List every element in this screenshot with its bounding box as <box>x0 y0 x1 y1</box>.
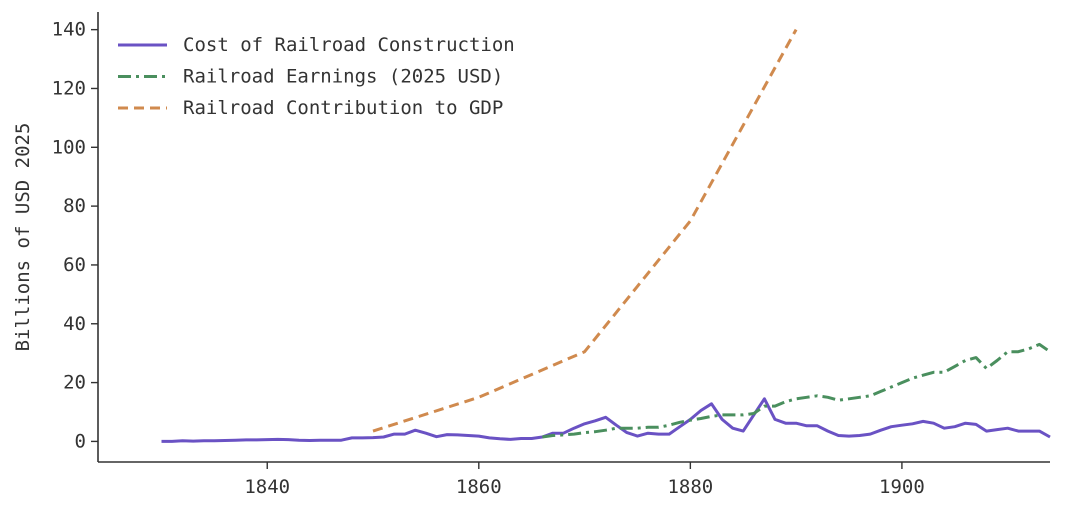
y-tick-label: 20 <box>63 372 86 394</box>
y-tick-label: 140 <box>52 19 86 41</box>
x-tick-label: 1860 <box>456 476 502 498</box>
y-tick-label: 120 <box>52 77 86 99</box>
series-line-cost-of-railroad-construction <box>161 397 1051 443</box>
legend: Cost of Railroad Construction Railroad Ea… <box>118 34 515 119</box>
x-tick-label: 1900 <box>879 476 925 498</box>
y-tick-label: 100 <box>52 136 86 158</box>
series-line-railroad-contribution-to-gdp <box>372 28 798 433</box>
y-axis-title: Billions of USD 2025 <box>12 123 34 352</box>
x-tick-label: 1840 <box>244 476 290 498</box>
axes: 0 20 40 60 80 100 120 140 1840 1860 1880 1900 <box>52 12 1050 498</box>
y-tick-label: 0 <box>75 430 86 452</box>
y-tick-label: 80 <box>63 195 86 217</box>
y-tick-label: 60 <box>63 254 86 276</box>
legend-label-railroad-contribution-to-gdp: Railroad Contribution to GDP <box>183 97 503 119</box>
series-layer <box>161 28 1051 443</box>
y-tick-label: 40 <box>63 313 86 335</box>
series-line-railroad-earnings-2025-usd <box>542 342 1051 439</box>
x-tick-label: 1880 <box>667 476 713 498</box>
legend-label-railroad-earnings-2025-usd: Railroad Earnings (2025 USD) <box>183 66 503 88</box>
legend-label-cost-of-railroad-construction: Cost of Railroad Construction <box>183 34 515 56</box>
